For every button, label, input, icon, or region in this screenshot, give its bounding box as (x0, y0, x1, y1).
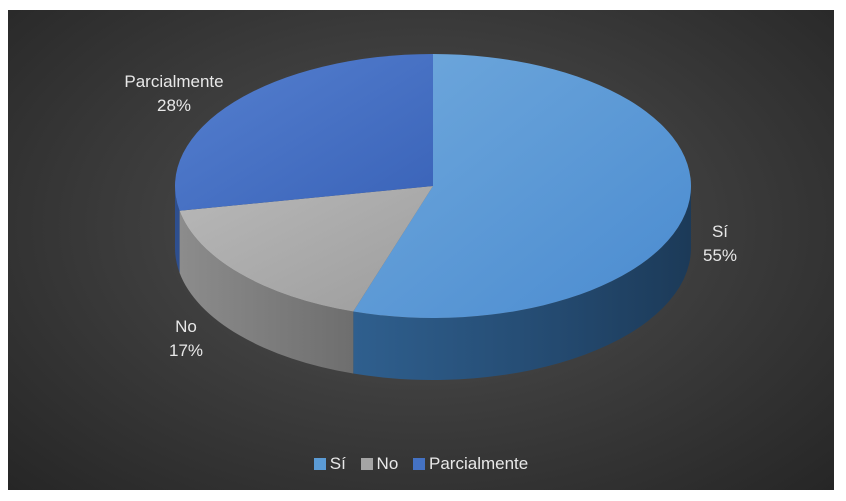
legend-swatch-si (313, 458, 326, 470)
pie-slice-no (179, 186, 433, 312)
chart-area: Sí 55% No 17% Parcialmente 28% Sí No Par… (8, 10, 834, 490)
slice-name-no: No (175, 317, 197, 336)
pie-side-parcialmente (175, 186, 180, 273)
legend-item-parcialmente: Parcialmente (413, 454, 528, 474)
chart-legend: Sí No Parcialmente (8, 454, 834, 475)
slice-label-si: Sí 55% (703, 220, 737, 268)
slice-label-parcialmente: Parcialmente 28% (124, 70, 223, 118)
legend-label-parcialmente: Parcialmente (429, 454, 529, 473)
legend-swatch-no (360, 458, 373, 470)
slice-percent-si: 55% (702, 246, 738, 265)
slice-percent-no: 17% (168, 341, 204, 360)
slice-label-no: No 17% (169, 315, 203, 363)
pie-side-no (179, 210, 354, 374)
legend-swatch-parcialmente (413, 458, 426, 470)
legend-item-no: No (360, 454, 399, 474)
pie-slice-si (353, 54, 691, 318)
legend-item-si: Sí (313, 454, 346, 474)
legend-label-no: No (376, 454, 399, 473)
pie-chart (174, 54, 691, 380)
pie-side-si (353, 186, 691, 380)
slice-name-si: Sí (711, 222, 729, 241)
slice-name-parcialmente: Parcialmente (124, 72, 224, 91)
legend-label-si: Sí (329, 454, 346, 473)
pie-slice-parcialmente (174, 54, 433, 211)
slice-percent-parcialmente: 28% (156, 96, 192, 115)
